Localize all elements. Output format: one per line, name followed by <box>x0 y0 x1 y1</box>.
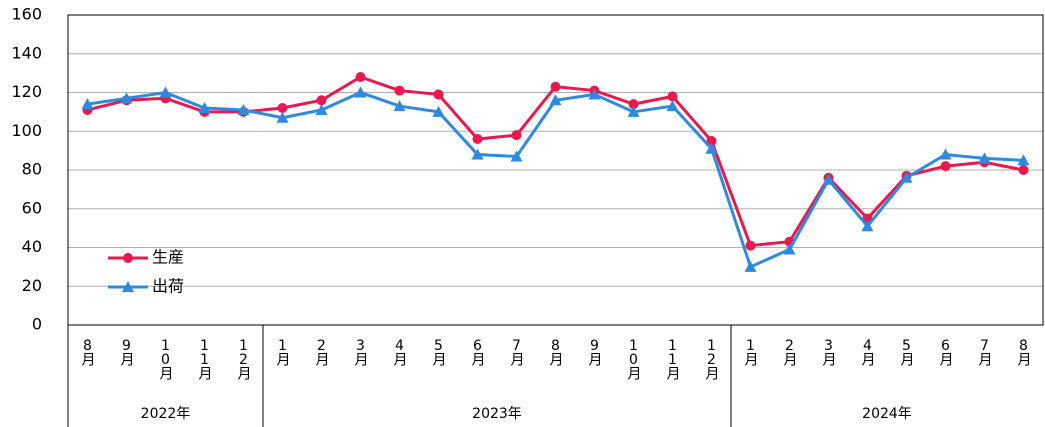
x-tick-label: 1月 <box>274 338 291 364</box>
data-point <box>159 86 172 98</box>
x-tick-label: 8月 <box>1015 338 1032 364</box>
x-tick-label: 2月 <box>781 338 798 364</box>
data-point <box>432 105 445 117</box>
x-tick-label: 11月 <box>196 338 213 378</box>
x-tick-label: 9月 <box>586 338 603 364</box>
data-point <box>315 103 328 115</box>
data-point <box>940 161 951 172</box>
y-tick-label: 60 <box>22 198 42 217</box>
y-tick-label: 160 <box>11 5 42 24</box>
x-tick-label: 10月 <box>625 338 642 378</box>
x-tick-label: 9月 <box>118 338 135 364</box>
x-tick-label: 3月 <box>352 338 369 364</box>
x-tick-label: 6月 <box>469 338 486 364</box>
data-point <box>861 220 874 232</box>
x-tick-label: 8月 <box>547 338 564 364</box>
data-point <box>705 142 718 154</box>
data-point <box>471 148 484 160</box>
x-tick-label: 3月 <box>820 338 837 364</box>
series-line <box>87 90 1024 269</box>
data-point <box>237 103 250 115</box>
x-tick-label: 2月 <box>313 338 330 364</box>
data-point <box>1017 154 1030 166</box>
data-point <box>198 102 211 113</box>
data-point <box>549 94 562 106</box>
x-tick-label: 10月 <box>157 338 174 378</box>
y-tick-label: 140 <box>11 43 42 62</box>
legend-label: 出荷 <box>152 277 184 296</box>
legend-marker <box>122 281 134 292</box>
data-point <box>939 148 952 160</box>
data-point <box>472 134 483 144</box>
x-tick-label: 5月 <box>430 338 447 364</box>
x-tick-label: 11月 <box>664 338 681 378</box>
x-tick-label: 6月 <box>937 338 954 364</box>
plot-border <box>67 14 1044 326</box>
year-label: 2022年 <box>140 406 191 422</box>
data-point <box>394 85 405 96</box>
y-tick-label: 40 <box>22 237 42 256</box>
x-tick-label: 4月 <box>859 338 876 364</box>
data-point <box>276 111 289 123</box>
x-tick-label: 7月 <box>976 338 993 364</box>
data-point <box>277 103 288 113</box>
y-tick-label: 0 <box>32 315 42 334</box>
data-point <box>550 81 561 92</box>
data-point <box>393 100 406 112</box>
data-point <box>628 99 639 110</box>
data-point <box>978 152 991 164</box>
y-tick-label: 100 <box>11 121 42 140</box>
data-point <box>1018 165 1029 175</box>
data-point <box>354 86 367 98</box>
data-point <box>433 89 444 100</box>
data-point <box>120 92 133 104</box>
data-point <box>900 171 913 183</box>
data-point <box>627 105 640 117</box>
year-label: 2023年 <box>472 406 522 422</box>
x-tick-label: 4月 <box>391 338 408 364</box>
x-tick-label: 5月 <box>898 338 915 364</box>
data-point <box>81 98 94 110</box>
data-point <box>706 135 717 146</box>
data-point <box>744 260 757 272</box>
x-tick-label: 1月 <box>742 338 759 364</box>
y-tick-label: 80 <box>22 160 42 179</box>
data-point <box>316 95 327 106</box>
x-tick-label: 8月 <box>79 338 96 364</box>
x-tick-label: 7月 <box>508 338 525 364</box>
data-point <box>745 240 756 251</box>
data-point <box>783 243 796 255</box>
data-point <box>355 72 366 82</box>
data-point <box>667 91 678 102</box>
x-tick-label: 12月 <box>703 338 720 378</box>
data-point <box>510 150 523 162</box>
data-point <box>511 130 522 141</box>
y-tick-label: 120 <box>11 82 42 101</box>
y-tick-label: 20 <box>22 276 42 295</box>
data-point <box>588 88 601 100</box>
legend-label: 生産 <box>152 248 184 267</box>
data-point <box>822 173 835 185</box>
data-point <box>666 100 679 112</box>
legend-marker <box>123 253 133 263</box>
year-label: 2024年 <box>862 406 912 422</box>
x-tick-label: 12月 <box>235 338 252 378</box>
